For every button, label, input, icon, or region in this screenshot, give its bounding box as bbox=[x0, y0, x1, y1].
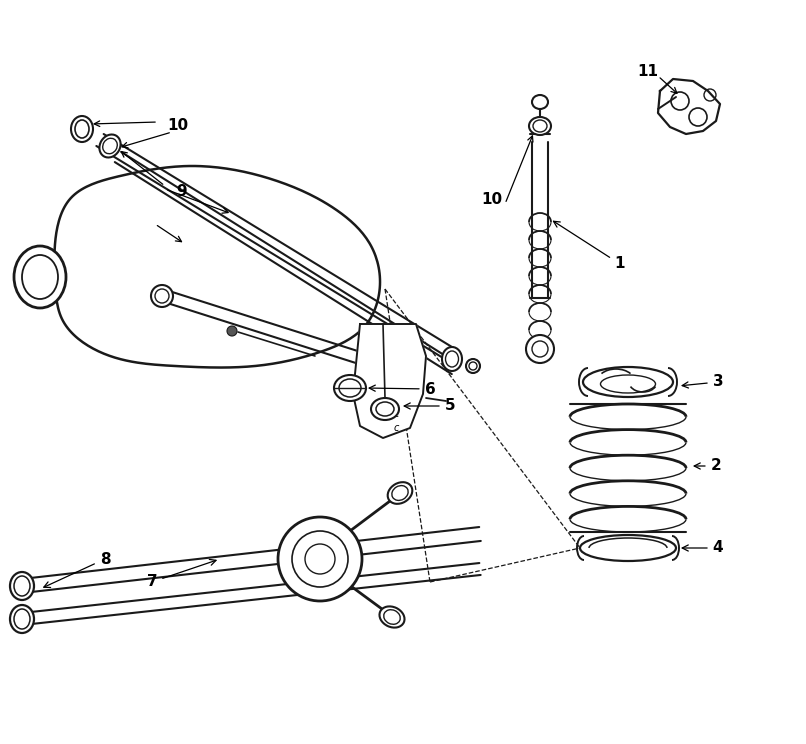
Ellipse shape bbox=[532, 95, 548, 109]
Ellipse shape bbox=[583, 367, 673, 397]
Ellipse shape bbox=[371, 398, 399, 420]
Ellipse shape bbox=[227, 326, 237, 336]
Ellipse shape bbox=[71, 116, 93, 142]
Ellipse shape bbox=[10, 605, 34, 633]
Ellipse shape bbox=[580, 535, 676, 561]
Text: 11: 11 bbox=[638, 65, 659, 80]
Ellipse shape bbox=[380, 606, 405, 628]
Ellipse shape bbox=[10, 572, 34, 600]
Ellipse shape bbox=[151, 285, 173, 307]
Text: 7: 7 bbox=[147, 559, 216, 589]
Text: 4: 4 bbox=[682, 540, 723, 556]
Text: 5: 5 bbox=[404, 399, 455, 414]
Text: 1: 1 bbox=[554, 221, 625, 272]
Circle shape bbox=[278, 517, 362, 601]
Ellipse shape bbox=[99, 135, 121, 158]
Ellipse shape bbox=[388, 482, 413, 504]
Text: 10: 10 bbox=[481, 191, 503, 207]
Text: 9: 9 bbox=[177, 185, 187, 199]
Ellipse shape bbox=[442, 347, 462, 371]
Text: 6: 6 bbox=[369, 382, 435, 397]
Ellipse shape bbox=[334, 375, 366, 401]
Text: 2: 2 bbox=[694, 458, 721, 473]
Polygon shape bbox=[658, 79, 720, 134]
Ellipse shape bbox=[529, 117, 551, 135]
Text: 10: 10 bbox=[168, 118, 189, 133]
Text: 8: 8 bbox=[44, 551, 110, 588]
Circle shape bbox=[526, 335, 554, 363]
Ellipse shape bbox=[14, 246, 66, 308]
Polygon shape bbox=[353, 324, 426, 438]
Text: 3: 3 bbox=[682, 374, 723, 390]
Text: c: c bbox=[393, 423, 399, 433]
Ellipse shape bbox=[466, 359, 480, 373]
Text: c: c bbox=[393, 409, 399, 419]
